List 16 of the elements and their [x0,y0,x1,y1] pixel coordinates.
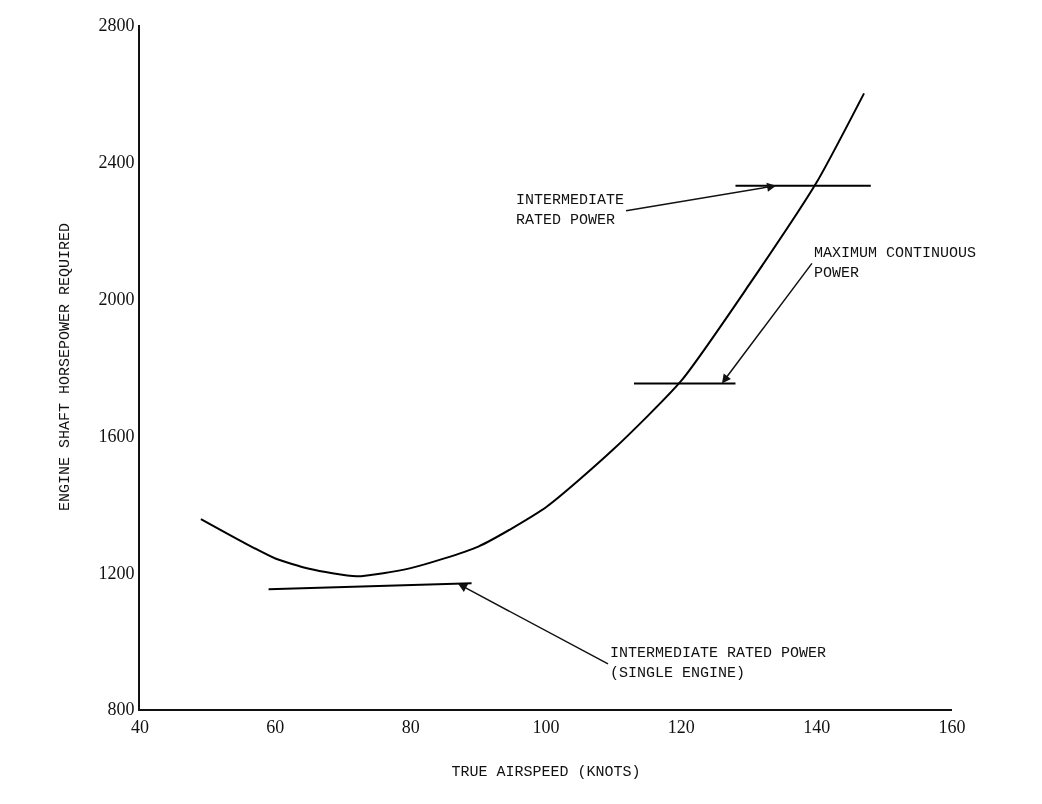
y-tick-label: 2000 [98,288,135,309]
annotation: INTERMEDIATE RATED POWER [516,192,625,229]
annotation: MAXIMUM CONTINUOUS POWER [814,245,977,282]
x-tick-label: 140 [803,716,831,737]
x-tick-label: 160 [938,716,966,737]
x-tick-label: 100 [532,716,560,737]
y-tick-label: 1200 [98,562,135,583]
y-tick-label: 2400 [98,152,135,173]
y-tick-label: 2800 [98,15,135,36]
x-tick-label: 80 [401,716,420,737]
annotation: INTERMEDIATE RATED POWER (SINGLE ENGINE) [610,645,827,682]
x-tick-label: 120 [667,716,695,737]
y-axis-title: ENGINE SHAFT HORSEPOWER REQUIRED [57,222,75,512]
x-axis-title: TRUE AIRSPEED (KNOTS) [451,764,641,782]
y-tick-label: 1600 [98,425,135,446]
x-tick-label: 60 [266,716,285,737]
